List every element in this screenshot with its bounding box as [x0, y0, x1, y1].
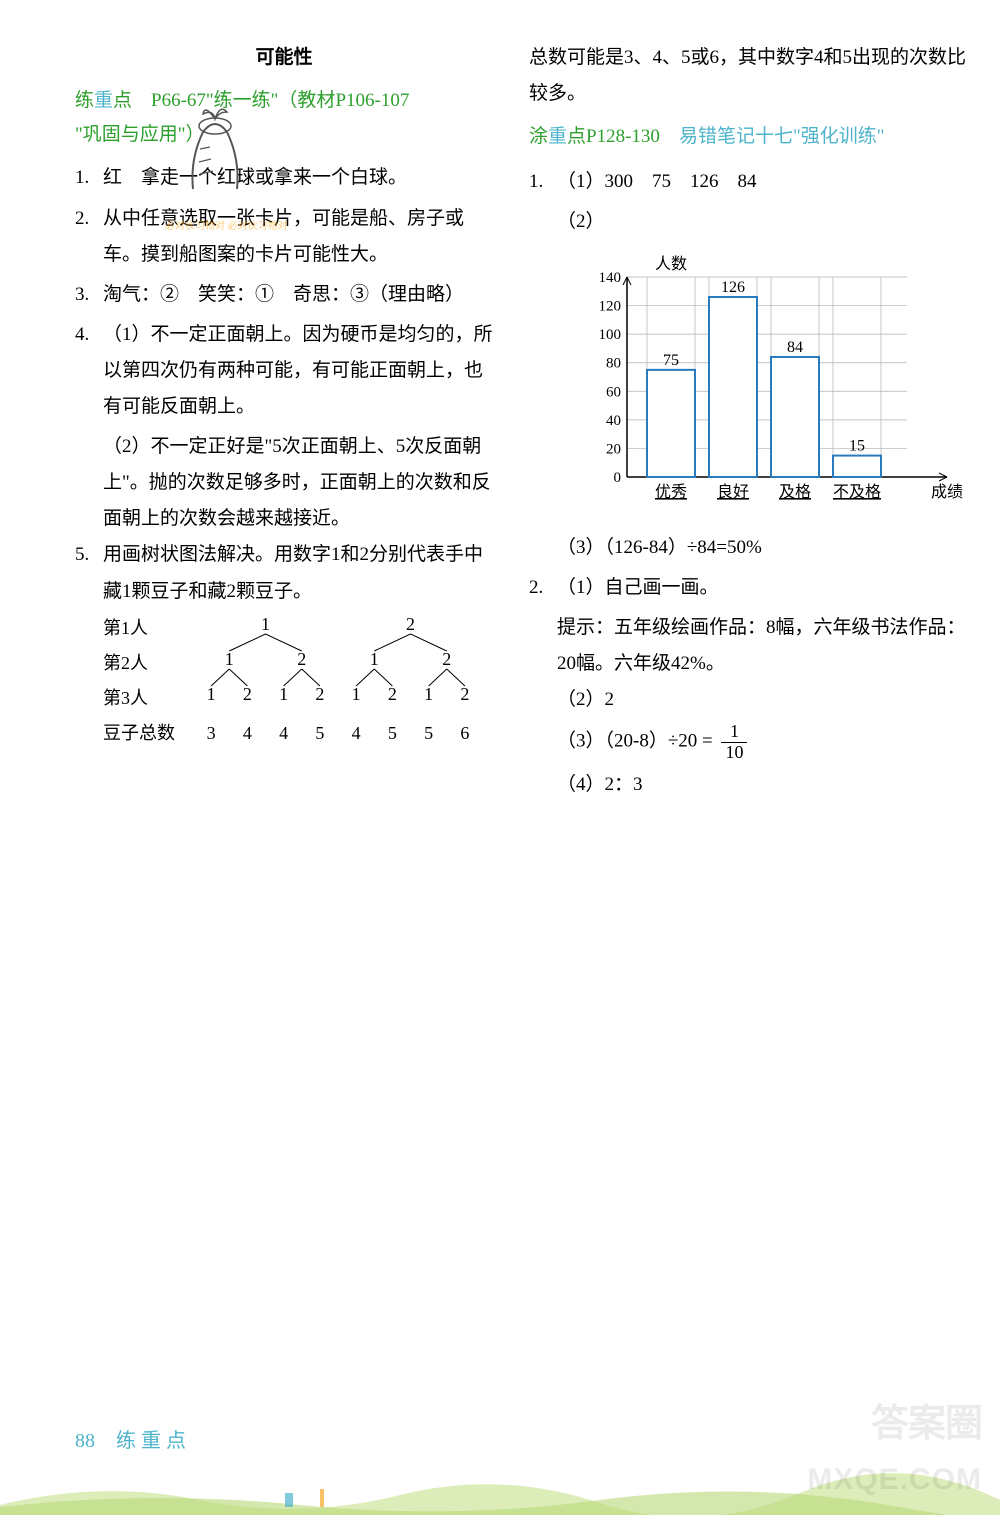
- fraction: 1 10: [721, 722, 747, 763]
- page-number: 88: [75, 1430, 95, 1452]
- watermark-url: MXQE.COM: [807, 1451, 982, 1508]
- svg-text:1: 1: [207, 684, 216, 704]
- right-reference: 涂重点P128-130 易错笔记十七"强化训练": [529, 120, 967, 154]
- q5-body: 用画树状图法解决。用数字1和2分别代表手中藏1颗豆子和藏2颗豆子。: [103, 537, 493, 609]
- svg-text:1: 1: [261, 616, 270, 634]
- smudge-text: 必对伙习物对 必对伙习物对: [165, 222, 288, 232]
- svg-text:优秀: 优秀: [655, 483, 687, 501]
- right-top-text: 总数可能是3、4、5或6，其中数字4和5出现的次数比较多。: [529, 40, 967, 112]
- svg-text:2: 2: [460, 684, 469, 704]
- q2-body: 从中任意选取一张卡片，可能是船、房子或车。摸到船图案的卡片可能性大。: [103, 201, 493, 273]
- left-column: 可能性 练重点 P66-67"练一练"（教材P106-107 "巩固与应用"） …: [75, 40, 493, 807]
- rq2-sub4: （4）2：3: [557, 767, 967, 803]
- svg-text:及格: 及格: [779, 483, 811, 501]
- svg-text:3: 3: [207, 723, 216, 743]
- svg-text:120: 120: [599, 298, 622, 314]
- svg-text:2: 2: [315, 684, 324, 704]
- svg-text:1: 1: [279, 684, 288, 704]
- q5-number: 5.: [75, 537, 103, 609]
- svg-text:5: 5: [424, 723, 433, 743]
- left-q5: 5. 用画树状图法解决。用数字1和2分别代表手中藏1颗豆子和藏2颗豆子。: [75, 537, 493, 609]
- svg-text:第1人: 第1人: [103, 618, 148, 638]
- q3-body: 淘气：② 笑笑：① 奇思：③（理由略）: [103, 277, 493, 313]
- svg-text:75: 75: [663, 351, 679, 368]
- tree-svg: 第1人第2人第3人豆子总数1212121212121234454556: [103, 616, 493, 766]
- svg-text:80: 80: [606, 355, 621, 371]
- svg-text:人数: 人数: [655, 255, 687, 273]
- svg-text:1: 1: [424, 684, 433, 704]
- ref-line2: "巩固与应用"）: [75, 124, 205, 145]
- svg-text:不及格: 不及格: [833, 483, 881, 501]
- rq2-body: （1）自己画一画。: [557, 570, 967, 606]
- footer-label: 练 重 点: [116, 1430, 186, 1452]
- svg-text:第2人: 第2人: [103, 653, 148, 673]
- left-q2: 2. 从中任意选取一张卡片，可能是船、房子或车。摸到船图案的卡片可能性大。: [75, 201, 493, 273]
- svg-text:140: 140: [599, 270, 622, 286]
- left-q1: 1. 红 拿走一个红球或拿来一个白球。: [75, 160, 493, 196]
- svg-text:126: 126: [721, 279, 745, 296]
- svg-text:2: 2: [406, 616, 415, 634]
- right-q1: 1. （1）300 75 126 84: [529, 164, 967, 200]
- svg-text:2: 2: [243, 684, 252, 704]
- svg-text:60: 60: [606, 384, 621, 400]
- svg-text:2: 2: [388, 684, 397, 704]
- page-footer: 88 练 重 点: [75, 1422, 186, 1460]
- svg-text:4: 4: [279, 723, 288, 743]
- svg-text:成绩: 成绩: [931, 483, 963, 501]
- chart-svg: 0 20 40 60 80 100 120 140 人数成绩 75 优秀 126 良好 84 及格 15 不及格: [585, 251, 967, 507]
- svg-text:2: 2: [297, 649, 306, 669]
- svg-text:1: 1: [352, 684, 361, 704]
- svg-text:豆子总数: 豆子总数: [103, 723, 175, 743]
- svg-text:100: 100: [599, 327, 622, 343]
- svg-text:40: 40: [606, 412, 621, 428]
- q4-number: 4.: [75, 317, 103, 425]
- q1-number: 1.: [75, 160, 103, 196]
- ref-label: 练重点 P66-67"练一练"（教材P106-107: [75, 90, 409, 111]
- q2-number: 2.: [75, 201, 103, 273]
- rq2-hint: 提示：五年级绘画作品：8幅，六年级书法作品：20幅。六年级42%。: [529, 610, 967, 682]
- rq1-sub2-label: （2）: [557, 204, 605, 240]
- left-q4: 4. （1）不一定正面朝上。因为硬币是均匀的，所以第四次仍有两种可能，有可能正面…: [75, 317, 493, 425]
- svg-text:15: 15: [849, 437, 865, 454]
- q1-body: 红 拿走一个红球或拿来一个白球。: [103, 160, 493, 196]
- svg-text:4: 4: [352, 723, 361, 743]
- left-q3: 3. 淘气：② 笑笑：① 奇思：③（理由略）: [75, 277, 493, 313]
- svg-text:20: 20: [606, 441, 621, 457]
- left-reference: 练重点 P66-67"练一练"（教材P106-107 "巩固与应用"）: [75, 84, 493, 152]
- svg-text:4: 4: [243, 723, 252, 743]
- svg-text:5: 5: [388, 723, 397, 743]
- svg-text:1: 1: [225, 649, 234, 669]
- svg-text:良好: 良好: [717, 483, 749, 501]
- rq1-number: 1.: [529, 164, 557, 200]
- section-title: 可能性: [75, 40, 493, 76]
- tree-diagram: 第1人第2人第3人豆子总数1212121212121234454556: [75, 616, 493, 766]
- rq1-body: （1）300 75 126 84: [557, 164, 967, 200]
- svg-text:0: 0: [614, 470, 622, 486]
- q4-body: （1）不一定正面朝上。因为硬币是均匀的，所以第四次仍有两种可能，有可能正面朝上，…: [103, 317, 493, 425]
- svg-text:1: 1: [370, 649, 379, 669]
- watermark-text: 答案圈: [871, 1388, 982, 1460]
- rq2-sub2: （2）2: [557, 682, 967, 718]
- bar-chart: 0 20 40 60 80 100 120 140 人数成绩 75 优秀 126 良好 84 及格 15 不及格: [529, 251, 967, 520]
- svg-text:第3人: 第3人: [103, 688, 148, 708]
- svg-text:84: 84: [787, 339, 803, 356]
- right-q2: 2. （1）自己画一画。: [529, 570, 967, 606]
- right-column: 总数可能是3、4、5或6，其中数字4和5出现的次数比较多。 涂重点P128-13…: [529, 40, 967, 807]
- rq2-sub3: （3）（20-8）÷20 = 1 10: [557, 722, 967, 763]
- svg-text:6: 6: [460, 723, 469, 743]
- q4-sub2: （2）不一定正好是"5次正面朝上、5次反面朝上"。抛的次数足够多时，正面朝上的次…: [75, 429, 493, 537]
- rq2-number: 2.: [529, 570, 557, 606]
- rq1-sub3: （3）（126-84）÷84=50%: [557, 530, 967, 566]
- svg-text:5: 5: [315, 723, 324, 743]
- q3-number: 3.: [75, 277, 103, 313]
- svg-text:2: 2: [442, 649, 451, 669]
